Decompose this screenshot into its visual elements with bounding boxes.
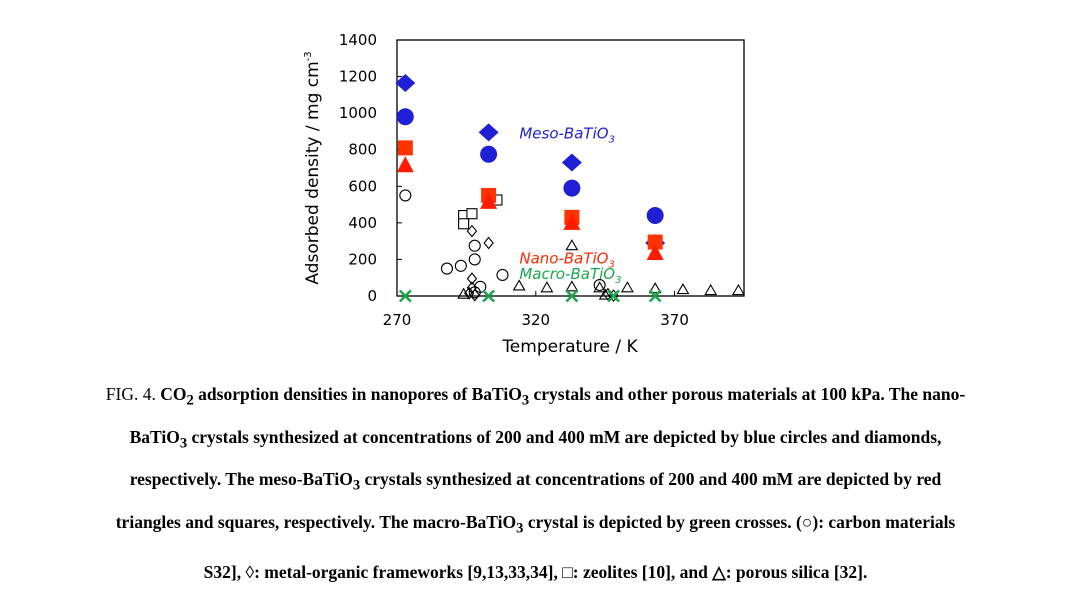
- point-circle-open: [468, 253, 481, 266]
- point-triangle-open: [593, 281, 607, 293]
- point-diamond-filled: [478, 123, 499, 142]
- x-tick-label: 320: [521, 311, 550, 329]
- point-triangle-open: [676, 283, 690, 295]
- y-axis-title-sup: -3: [303, 51, 314, 61]
- x-axis-title: Temperature / K: [501, 337, 638, 357]
- annotation-text: Nano-BaTiO: [519, 250, 608, 268]
- y-axis-title-main: Adsorbed density / mg cm: [303, 61, 323, 284]
- point-circle-open: [593, 278, 606, 292]
- caption-line3-pre: respectively. The meso-BaTiO: [129, 469, 353, 489]
- annotation-text: Macro-BaTiO: [519, 265, 615, 283]
- point-circle-open: [468, 286, 481, 299]
- point-diamond-filled: [395, 73, 416, 92]
- caption-line-4: triangles and squares, respectively. The…: [8, 504, 1063, 547]
- point-triangle-filled: [396, 156, 414, 173]
- caption-line-5: S32], ◊: metal-organic frameworks [9,13,…: [203, 562, 868, 582]
- caption-line2-sub: 3: [179, 435, 188, 451]
- point-triangle-open: [457, 287, 471, 299]
- point-triangle-open: [512, 279, 526, 291]
- y-tick-label: 200: [348, 250, 377, 268]
- point-square-filled: [397, 140, 413, 156]
- caption-line1-sub2: 3: [521, 392, 530, 409]
- caption-line1-mid: adsorption densities in nanopores of BaT…: [193, 384, 522, 404]
- caption-line1-sub1: 2: [186, 392, 194, 409]
- ticks: 0 200 400 600 800 1000 1200 1400 270 320 370: [339, 31, 689, 329]
- y-tick-label: 1000: [339, 104, 377, 122]
- figure-caption: FIG. 4. CO2 adsorption densities in nano…: [8, 376, 1063, 590]
- caption-line-1: FIG. 4. CO2 adsorption densities in nano…: [8, 376, 1063, 419]
- point-triangle-open: [565, 239, 579, 251]
- point-circle-filled: [563, 179, 581, 197]
- series-annotation: Nano-BaTiO3: [519, 250, 615, 271]
- point-triangle-open: [598, 288, 612, 300]
- point-cross: [565, 289, 579, 303]
- point-triangle-open: [704, 283, 718, 296]
- annotation-subscript: 3: [609, 260, 615, 271]
- caption-line2-post: crystals synthesized at concentrations o…: [187, 426, 942, 447]
- point-square-filled: [647, 234, 663, 250]
- point-square-open: [458, 218, 470, 230]
- point-diamond-open: [469, 288, 480, 302]
- point-triangle-filled: [480, 192, 498, 209]
- caption-line3-post: crystals synthesized at concentrations o…: [360, 469, 942, 489]
- y-tick-label: 800: [348, 141, 377, 159]
- point-circle-filled: [646, 207, 664, 225]
- point-diamond-open: [483, 236, 494, 250]
- point-circle-filled: [480, 145, 498, 163]
- point-triangle-open: [620, 281, 634, 293]
- point-circle-open: [454, 259, 467, 272]
- point-cross: [482, 289, 496, 303]
- caption-line4-post: crystal is depicted by green crosses. (○…: [523, 511, 956, 532]
- caption-line1-pre: CO: [155, 384, 187, 404]
- point-cross: [607, 289, 620, 303]
- caption-line3-sub: 3: [352, 477, 361, 494]
- y-tick-label: 1200: [339, 68, 377, 86]
- caption-line-2: BaTiO3 crystals synthesized at concentra…: [8, 419, 1063, 462]
- y-tick-label: 600: [348, 177, 377, 195]
- point-cross: [398, 289, 412, 303]
- y-tick-label: 0: [367, 287, 377, 305]
- series-annotation: Meso-BaTiO3: [519, 124, 615, 145]
- point-triangle-open: [540, 281, 554, 293]
- annotation-subscript: 3: [615, 275, 621, 286]
- point-triangle-filled: [646, 244, 664, 261]
- caption-figure-label: FIG. 4.: [105, 384, 156, 404]
- series-annotation: Macro-BaTiO3: [519, 265, 621, 286]
- annotation-text: Meso-BaTiO: [519, 124, 608, 142]
- point-diamond-filled: [561, 153, 582, 172]
- caption-line-3: respectively. The meso-BaTiO3 crystals s…: [8, 461, 1063, 504]
- annotation-subscript: 3: [609, 134, 615, 145]
- point-diamond-open: [463, 286, 475, 300]
- point-circle-open: [399, 189, 412, 202]
- data-points: [395, 73, 745, 303]
- point-diamond-open: [466, 272, 478, 285]
- caption-line2-pre: BaTiO: [129, 426, 180, 447]
- point-square-open: [466, 208, 478, 220]
- point-triangle-open: [648, 282, 662, 294]
- caption-line4-sub: 3: [516, 520, 524, 536]
- x-tick-label: 370: [660, 311, 689, 329]
- caption-line4-pre: triangles and squares, respectively. The…: [115, 511, 517, 532]
- point-circle-open: [496, 268, 509, 282]
- point-triangle-filled: [563, 213, 581, 230]
- y-tick-label: 400: [348, 214, 377, 232]
- point-triangle-open: [565, 280, 579, 292]
- point-circle-open: [468, 239, 481, 252]
- x-tick-label: 270: [383, 311, 412, 329]
- y-tick-label: 1400: [339, 31, 377, 49]
- point-cross: [648, 289, 662, 303]
- y-axis-title: Adsorbed density / mg cm-3: [303, 51, 323, 284]
- point-circle-open: [440, 262, 454, 275]
- caption-line1-post: crystals and other porous materials at 1…: [529, 384, 966, 404]
- point-circle-filled: [396, 108, 414, 126]
- point-triangle-open: [731, 283, 745, 296]
- scatter-chart: 0 200 400 600 800 1000 1200 1400 270 320 370 Meso-…: [303, 31, 745, 357]
